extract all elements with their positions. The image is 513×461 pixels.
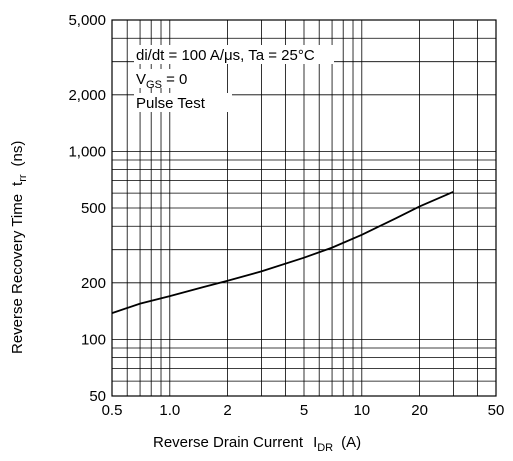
x-tick-label: 0.5 bbox=[102, 402, 123, 419]
y-tick-label: 200 bbox=[81, 275, 106, 292]
annotation-vgs: VGS = 0 bbox=[136, 71, 187, 91]
annotation-vgs-value: = 0 bbox=[162, 71, 187, 88]
x-tick-label: 1.0 bbox=[159, 402, 180, 419]
x-axis-title-symbol: I bbox=[313, 434, 317, 451]
y-tick-label: 2,000 bbox=[68, 87, 106, 104]
annotation-vgs-symbol: V bbox=[136, 71, 146, 88]
annotation-vgs-subscript: GS bbox=[146, 79, 162, 91]
x-tick-label: 5 bbox=[300, 402, 308, 419]
series-layer bbox=[111, 190, 454, 314]
annotation-conditions: di/dt = 100 A/μs, Ta = 25°C bbox=[136, 47, 315, 64]
annotation-pulse-test: Pulse Test bbox=[136, 95, 206, 112]
annotation-box: di/dt = 100 A/μs, Ta = 25°C VGS = 0 Puls… bbox=[134, 45, 334, 112]
grid bbox=[112, 20, 496, 396]
y-axis-title-subscript: rr bbox=[17, 174, 29, 182]
annotation-background-1 bbox=[134, 45, 334, 64]
plot-frame bbox=[111, 19, 497, 397]
y-axis-title-main: Reverse Recovery Time bbox=[9, 194, 26, 354]
y-tick-label: 5,000 bbox=[68, 12, 106, 29]
y-tick-label: 500 bbox=[81, 200, 106, 217]
x-axis-title-unit: (A) bbox=[341, 434, 361, 451]
annotation-background-3 bbox=[134, 93, 232, 112]
y-axis-title: Reverse Recovery Time trr (ns) bbox=[9, 141, 29, 354]
x-tick-label: 50 bbox=[488, 402, 505, 419]
x-tick-label: 10 bbox=[353, 402, 370, 419]
x-axis-title-main: Reverse Drain Current bbox=[153, 434, 304, 451]
annotation-background-2 bbox=[134, 69, 224, 88]
x-tick-label: 2 bbox=[223, 402, 231, 419]
x-axis-title: Reverse Drain Current IDR (A) bbox=[153, 434, 361, 454]
y-tick-label: 50 bbox=[89, 388, 106, 405]
y-tick-label: 100 bbox=[81, 331, 106, 348]
y-axis-title-symbol: t bbox=[9, 181, 26, 186]
y-axis-title-unit: (ns) bbox=[9, 141, 26, 167]
x-axis-title-subscript: DR bbox=[317, 442, 333, 454]
series-line-trr bbox=[111, 190, 454, 314]
tick-labels: 0.5 1.0 2 5 10 20 50 50 100 200 500 1,000 2,000 5,000 bbox=[68, 12, 504, 419]
x-tick-label: 20 bbox=[411, 402, 428, 419]
y-tick-label: 1,000 bbox=[68, 143, 106, 160]
